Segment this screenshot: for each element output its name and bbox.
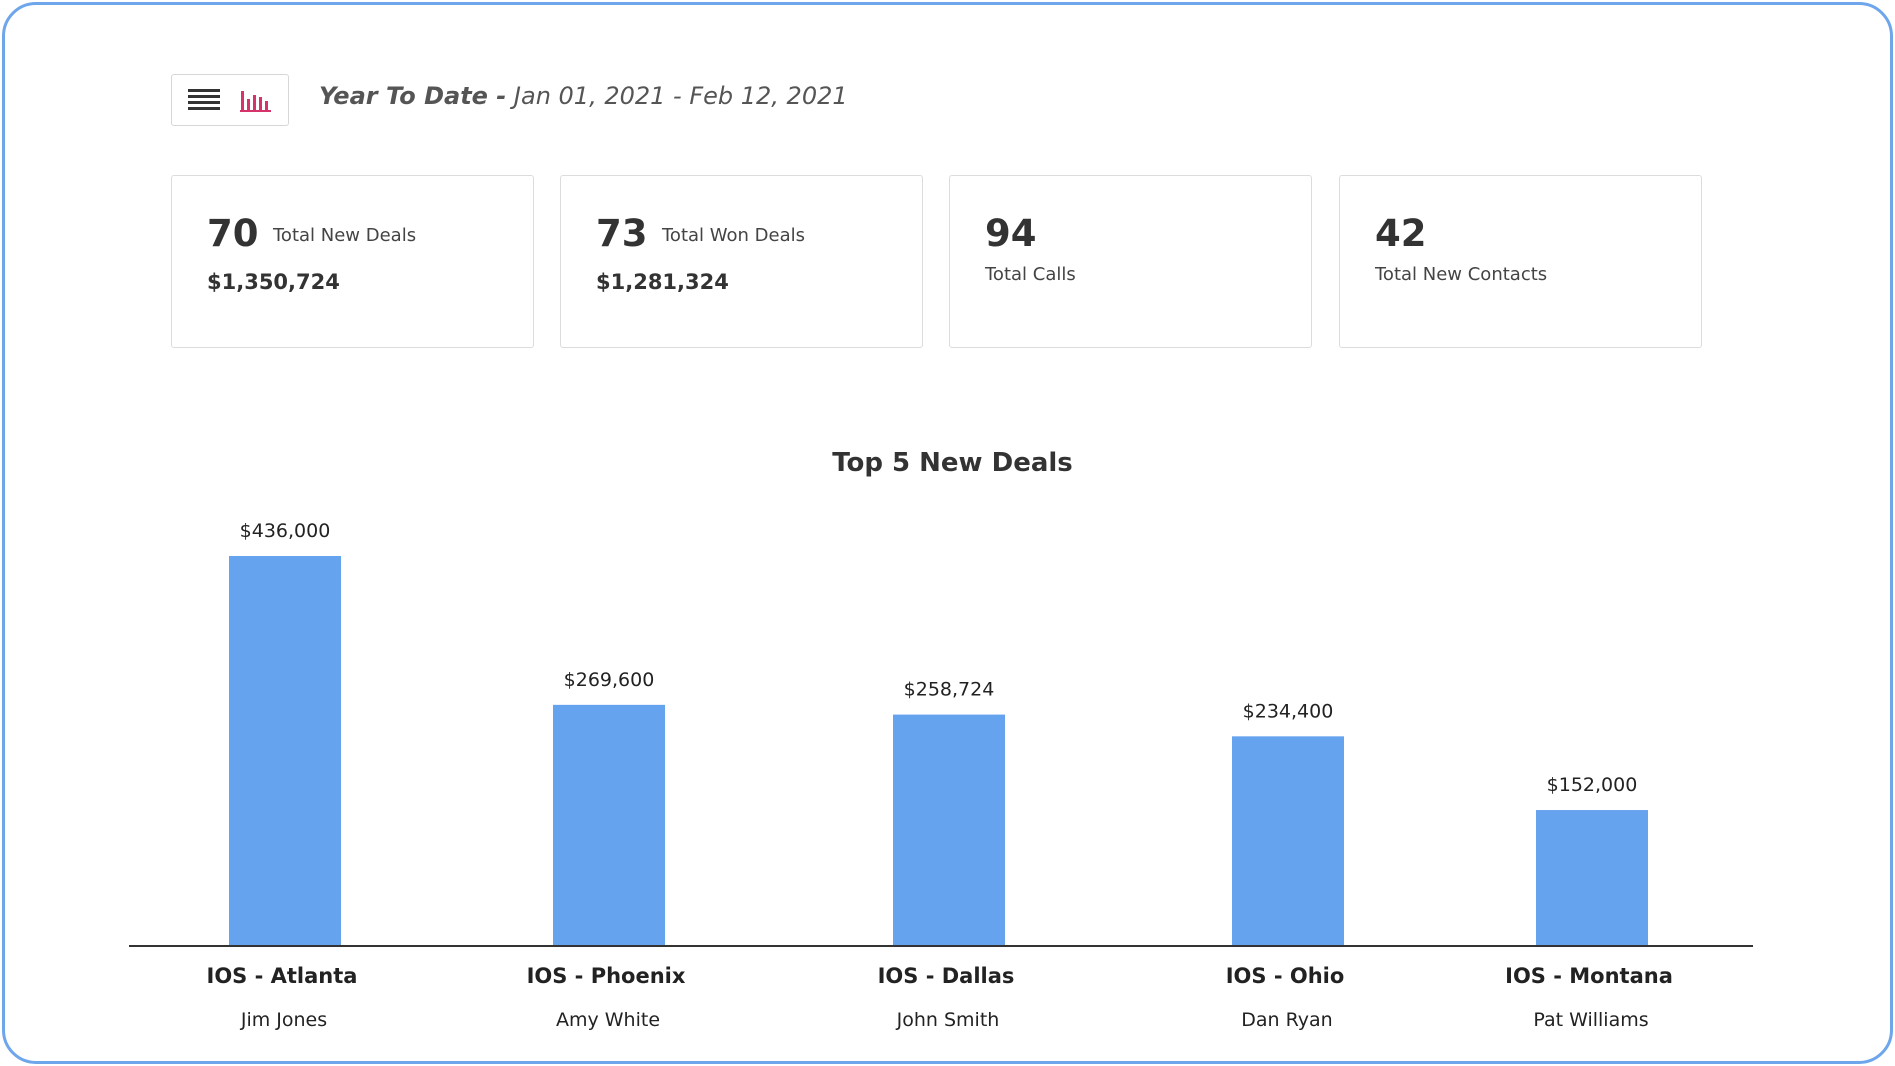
stat-label: Total Won Deals [662,225,805,246]
chart-bar [1536,810,1648,946]
chart-title: Top 5 New Deals [832,448,1073,478]
stat-card-calls: 94 Total Calls [949,175,1312,348]
x-tick-label: IOS - Montana [1505,964,1673,988]
bar-chart: $436,000 IOS - Atlanta Jim Jones $269,600 IO… [129,520,1753,1031]
bar-value-label: $269,600 [564,669,655,691]
bar-value-label: $436,000 [240,520,331,542]
x-tick-sublabel: Dan Ryan [1241,1009,1332,1031]
bar-value-label: $152,000 [1547,774,1638,796]
chart-bar [553,704,665,946]
stat-amount: $1,281,324 [596,270,729,294]
stat-card-won-deals: 73 Total Won Deals $1,281,324 [560,175,923,348]
x-tick-sublabel: Amy White [556,1009,660,1031]
stat-card-new-deals: 70 Total New Deals $1,350,724 [171,175,534,348]
x-tick-label: IOS - Dallas [878,964,1015,988]
chart-bar [229,556,341,946]
date-range: Year To Date - Jan 01, 2021 - Feb 12, 20… [319,82,848,110]
bar-value-label: $258,724 [904,679,995,701]
stat-card-new-contacts: 42 Total New Contacts [1339,175,1702,348]
stat-label: Total Calls [985,264,1076,285]
view-toggle [171,74,289,126]
x-tick-label: IOS - Phoenix [527,964,686,988]
x-tick-sublabel: Pat Williams [1533,1009,1648,1031]
stat-value: 73 [596,212,648,255]
x-tick-sublabel: John Smith [896,1009,1000,1031]
date-range-label: Year To Date - [319,82,507,110]
date-range-value: Jan 01, 2021 - Feb 12, 2021 [513,82,848,110]
stat-label: Total New Contacts [1375,264,1548,285]
list-icon[interactable] [184,80,224,120]
stat-amount: $1,350,724 [207,270,340,294]
x-tick-sublabel: Jim Jones [240,1009,327,1031]
bar-value-label: $234,400 [1243,700,1334,722]
x-tick-label: IOS - Atlanta [207,964,358,988]
x-tick-label: IOS - Ohio [1226,964,1345,988]
stat-value: 42 [1375,212,1427,255]
chart-bar [893,714,1005,946]
bar-chart-icon[interactable] [236,80,276,120]
stat-value: 94 [985,212,1037,255]
stat-value: 70 [207,212,259,255]
chart-bar [1232,736,1344,946]
stat-label: Total New Deals [273,225,417,246]
